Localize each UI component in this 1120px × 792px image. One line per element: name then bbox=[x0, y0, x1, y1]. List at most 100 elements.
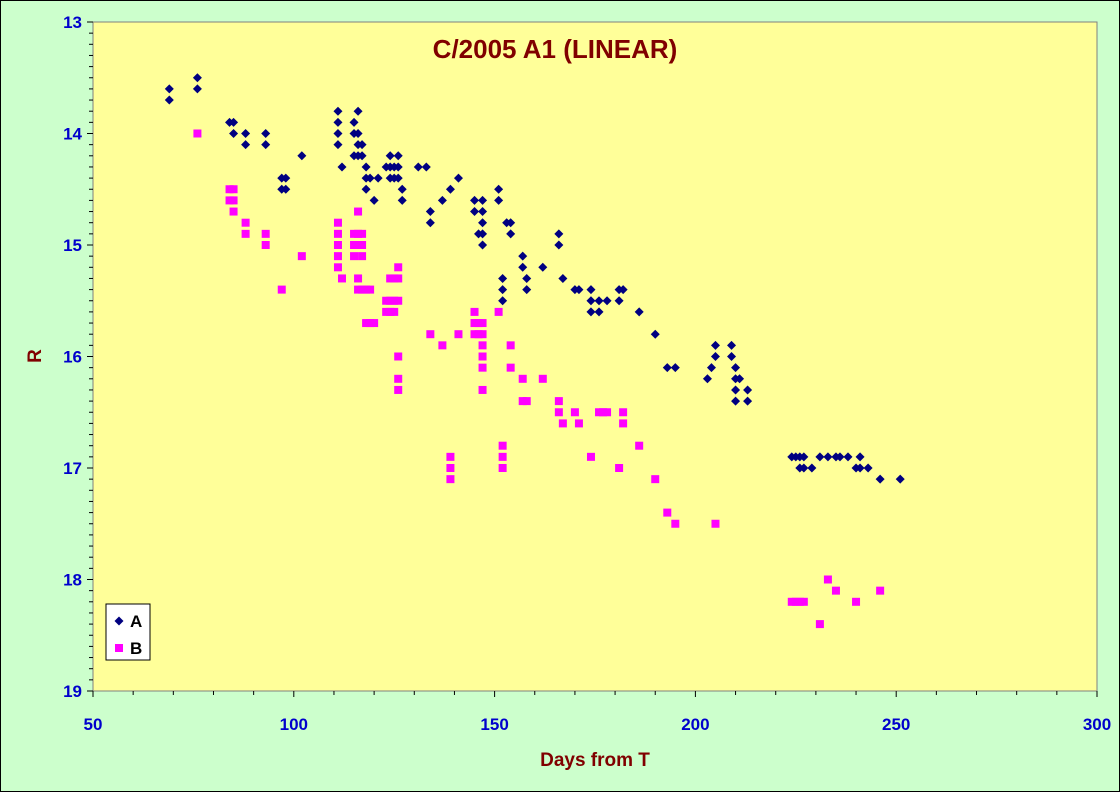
data-point-B bbox=[358, 241, 367, 249]
data-point-A bbox=[727, 352, 737, 361]
data-point-B bbox=[506, 341, 515, 350]
data-point-A bbox=[727, 340, 737, 350]
data-point-A bbox=[361, 184, 371, 194]
data-point-B bbox=[438, 341, 447, 350]
data-point-A bbox=[397, 184, 407, 194]
data-point-B bbox=[454, 330, 463, 339]
data-point-B bbox=[446, 452, 455, 461]
data-point-B bbox=[595, 408, 604, 417]
data-point-A bbox=[554, 229, 564, 239]
data-point-A bbox=[498, 285, 508, 295]
data-point-A bbox=[164, 84, 174, 94]
data-point-B bbox=[711, 519, 720, 528]
data-point-B bbox=[394, 352, 403, 361]
data-point-A bbox=[393, 173, 403, 183]
data-point-A bbox=[397, 195, 407, 205]
data-point-A bbox=[731, 363, 741, 373]
data-point-A bbox=[586, 307, 596, 317]
data-point-B bbox=[229, 196, 238, 205]
data-point-A bbox=[799, 463, 809, 473]
data-point-A bbox=[650, 329, 660, 339]
data-point-B bbox=[386, 296, 395, 305]
data-point-B bbox=[333, 229, 342, 238]
data-point-A bbox=[743, 396, 753, 406]
data-point-B bbox=[478, 363, 487, 372]
data-point-A bbox=[261, 140, 271, 150]
data-point-B bbox=[474, 330, 483, 339]
data-point-A bbox=[706, 363, 716, 373]
data-point-A bbox=[594, 296, 604, 306]
data-point-A bbox=[506, 229, 516, 239]
legend: AB bbox=[105, 603, 151, 661]
data-point-B bbox=[333, 263, 342, 272]
data-point-B bbox=[358, 229, 367, 238]
data-point-A bbox=[702, 374, 712, 384]
data-point-A bbox=[229, 129, 239, 138]
data-point-B bbox=[426, 330, 435, 339]
data-point-B bbox=[470, 307, 479, 316]
data-point-A bbox=[662, 363, 672, 373]
data-point-B bbox=[498, 441, 507, 450]
axis-ticks: 50 100 150 200 250 300 13 14 15 16 17 18 19 bbox=[63, 13, 1111, 734]
data-point-B bbox=[390, 307, 399, 316]
data-point-A bbox=[393, 151, 403, 161]
data-point-B bbox=[350, 229, 359, 238]
data-point-B bbox=[382, 296, 391, 305]
data-point-B bbox=[586, 452, 595, 461]
y-tick-label: 19 bbox=[63, 682, 82, 701]
data-point-B bbox=[241, 229, 250, 238]
y-tick-label: 16 bbox=[63, 348, 82, 367]
data-point-B bbox=[277, 285, 286, 294]
data-point-B bbox=[366, 319, 375, 328]
y-axis-label: R bbox=[25, 349, 46, 363]
data-point-A bbox=[470, 195, 480, 205]
data-point-B bbox=[506, 363, 515, 372]
data-point-B bbox=[386, 307, 395, 316]
data-point-A bbox=[333, 106, 343, 116]
data-point-A bbox=[281, 184, 291, 194]
data-point-B bbox=[619, 419, 628, 428]
data-point-A bbox=[229, 117, 239, 127]
data-point-B bbox=[394, 263, 403, 272]
data-point-A bbox=[586, 296, 596, 306]
data-point-A bbox=[425, 207, 435, 217]
data-point-B bbox=[663, 508, 672, 517]
data-point-B bbox=[370, 319, 379, 328]
data-point-B bbox=[229, 185, 238, 194]
data-point-B bbox=[337, 274, 346, 283]
data-point-B bbox=[852, 597, 861, 606]
data-point-B bbox=[635, 441, 644, 450]
legend-label-A: A bbox=[130, 612, 142, 631]
data-point-A bbox=[192, 84, 202, 94]
data-point-B bbox=[554, 397, 563, 406]
data-point-B bbox=[350, 252, 359, 261]
x-tick-label: 200 bbox=[681, 715, 709, 734]
data-point-B bbox=[333, 252, 342, 261]
data-point-A bbox=[538, 262, 548, 272]
x-axis-label: Days from T bbox=[540, 750, 650, 771]
data-point-A bbox=[731, 396, 741, 406]
data-point-A bbox=[618, 285, 628, 295]
data-point-B bbox=[394, 385, 403, 394]
x-tick-label: 50 bbox=[84, 715, 103, 734]
data-point-B bbox=[366, 285, 375, 294]
data-point-B bbox=[354, 285, 363, 294]
data-point-A bbox=[192, 73, 202, 83]
data-point-B bbox=[382, 307, 391, 316]
data-point-A bbox=[815, 452, 825, 462]
legend-label-B: B bbox=[130, 639, 142, 658]
y-tick-label: 15 bbox=[63, 236, 82, 255]
data-point-A bbox=[385, 151, 395, 161]
data-point-A bbox=[373, 173, 383, 183]
data-point-B bbox=[787, 597, 796, 606]
data-point-B bbox=[522, 397, 531, 406]
data-point-B bbox=[446, 464, 455, 472]
series-B bbox=[193, 129, 885, 629]
data-point-A bbox=[875, 474, 885, 484]
data-point-A bbox=[855, 463, 865, 473]
data-point-B bbox=[390, 274, 399, 283]
data-point-B bbox=[354, 229, 363, 238]
data-point-A bbox=[602, 296, 612, 306]
data-point-B bbox=[876, 586, 885, 595]
